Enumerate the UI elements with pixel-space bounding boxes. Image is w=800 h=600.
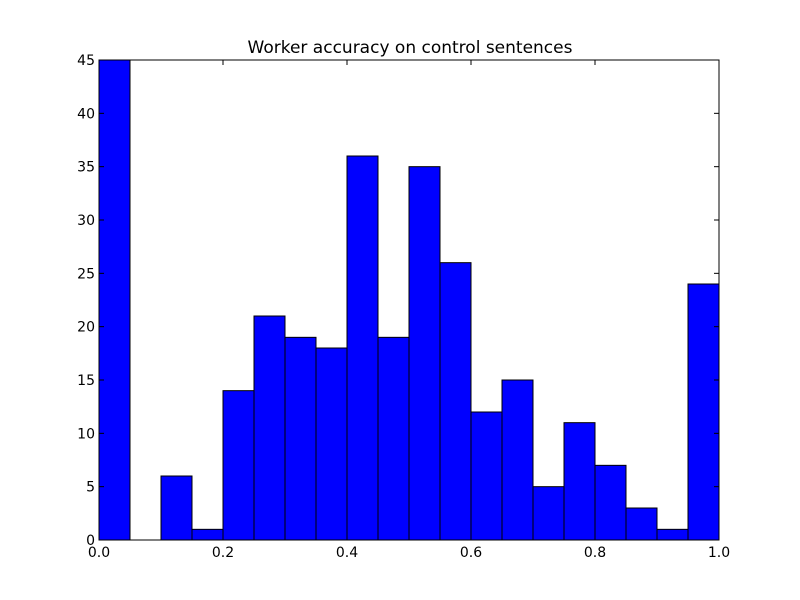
histogram-bar — [501, 379, 534, 541]
histogram-bar — [253, 315, 286, 541]
histogram-bar — [594, 464, 627, 541]
histogram-bar — [284, 336, 317, 541]
histogram-bar — [439, 262, 472, 541]
histogram-bar — [470, 411, 503, 541]
histogram-bar — [346, 155, 379, 541]
y-tick-label: 30 — [77, 213, 95, 229]
histogram-bar — [377, 336, 410, 541]
x-tick-label: 0.4 — [336, 545, 358, 561]
histogram-bar — [160, 475, 193, 541]
histogram-bar — [408, 166, 441, 541]
y-tick-label: 25 — [77, 266, 95, 282]
histogram-bar — [532, 486, 565, 541]
axes-frame — [98, 59, 720, 541]
histogram-bar — [563, 422, 596, 541]
chart-title: Worker accuracy on control sentences — [248, 38, 573, 58]
ticks-group: 0.0 0.2 0.4 0.6 0.8 1.0 0 5 10 15 20 25 30 35 40 45 — [77, 53, 730, 561]
histogram-bar — [656, 528, 689, 541]
y-tick-label: 10 — [77, 426, 95, 442]
x-tick-label: 0.2 — [212, 545, 234, 561]
histogram-bar — [625, 507, 658, 541]
y-tick-label: 45 — [77, 53, 95, 69]
x-tick-label: 0.0 — [88, 545, 110, 561]
x-tick-label: 0.8 — [584, 545, 606, 561]
y-tick-label: 0 — [86, 533, 95, 549]
histogram-bar — [98, 59, 131, 541]
histogram-bar — [222, 390, 255, 541]
y-tick-label: 5 — [86, 480, 95, 496]
histogram-bar — [687, 283, 720, 541]
bars-group — [98, 59, 720, 541]
y-tick-label: 35 — [77, 160, 95, 176]
histogram-bar — [191, 528, 224, 541]
x-tick-label: 1.0 — [708, 545, 730, 561]
y-tick-label: 40 — [77, 106, 95, 122]
histogram-bar — [315, 347, 348, 541]
y-tick-label: 20 — [77, 320, 95, 336]
y-tick-label: 15 — [77, 373, 95, 389]
x-tick-label: 0.6 — [460, 545, 482, 561]
